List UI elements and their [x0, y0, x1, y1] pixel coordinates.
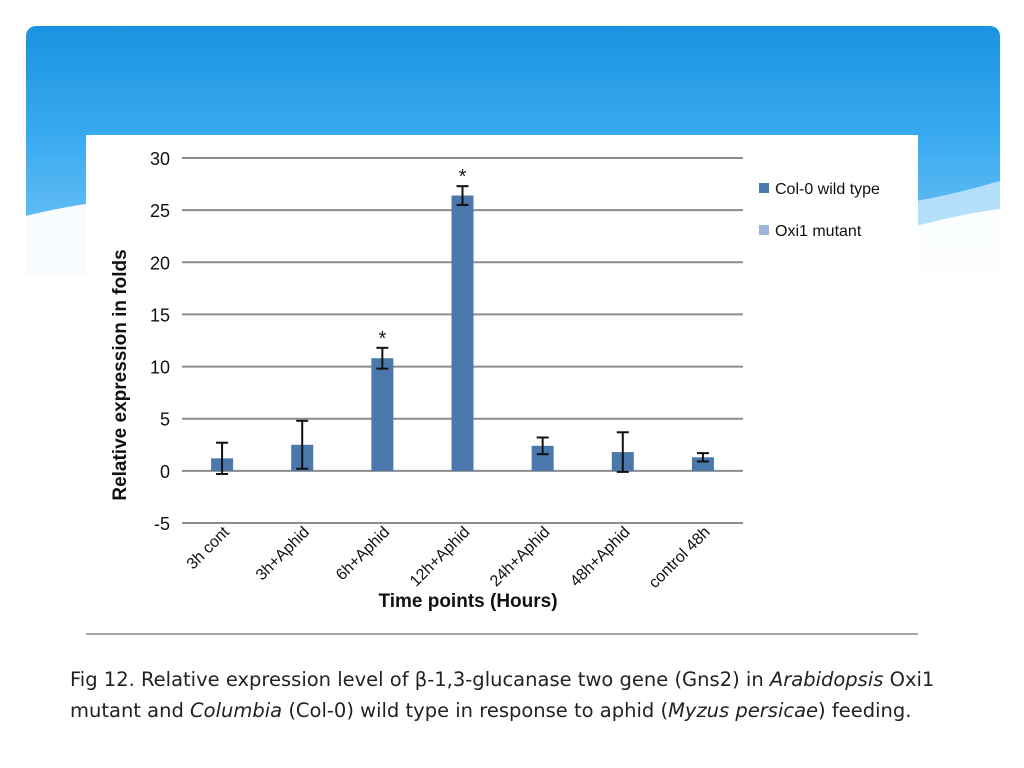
bar-3	[451, 195, 474, 471]
legend-label-1: Oxi1 mutant	[775, 223, 862, 240]
y-tick-labels: -5 0 5 10 15 20 25 30	[150, 149, 170, 534]
error-bars	[216, 185, 709, 475]
y-axis-label: Relative expression in folds	[110, 249, 131, 500]
error-bar-4	[536, 436, 549, 456]
x-tick-label: 6h+Aphid	[333, 524, 393, 584]
legend-swatch-1	[759, 225, 769, 235]
caption-text-2: Oxi1 mutant and	[70, 668, 935, 722]
caption-species-myzus: Myzus persicae	[668, 699, 819, 722]
significance-markers: **	[378, 166, 466, 350]
figure-caption: Fig 12. Relative expression level of β-1…	[70, 664, 1010, 726]
x-tick-label: 3h cont	[184, 523, 234, 573]
caption-species-arabidopsis: Arabidopsis	[769, 668, 884, 691]
x-axis-label: Time points (Hours)	[378, 591, 557, 612]
y-tick-label: 15	[150, 305, 170, 325]
y-tick-label: 30	[150, 149, 170, 169]
legend-swatch-0	[759, 183, 769, 193]
error-bar-5	[616, 431, 629, 473]
caption-text-3: (Col-0) wild type in response to aphid (	[282, 699, 669, 722]
error-bar-2	[376, 346, 389, 370]
bar-2	[371, 358, 394, 471]
y-tick-label: 25	[150, 201, 170, 221]
chart-divider-line	[86, 633, 918, 635]
x-tick-label: control 48h	[646, 524, 714, 592]
caption-text-4: ) feeding.	[818, 699, 912, 722]
x-tick-label: 3h+Aphid	[253, 524, 313, 584]
chart-panel: -5 0 5 10 15 20 25 30 * * 3h cont 3h+Aphid 6h+Aphi…	[86, 135, 918, 633]
bar-4	[531, 445, 554, 471]
significance-marker: *	[459, 166, 467, 188]
y-tick-label: 20	[150, 253, 170, 273]
y-tick-label: 0	[160, 462, 170, 482]
legend: Col-0 wild type Oxi1 mutant	[759, 181, 880, 240]
significance-marker: *	[378, 328, 386, 350]
error-bar-6	[696, 452, 709, 463]
x-tick-label: 24h+Aphid	[487, 524, 553, 590]
caption-text-1: Fig 12. Relative expression level of β-1…	[70, 668, 770, 691]
bars	[211, 195, 714, 471]
y-tick-label: -5	[154, 514, 170, 534]
error-bar-3	[456, 185, 469, 206]
x-tick-label: 48h+Aphid	[567, 524, 633, 590]
error-bar-1	[296, 419, 309, 470]
legend-label-0: Col-0 wild type	[775, 181, 880, 198]
x-tick-label: 12h+Aphid	[407, 524, 473, 590]
y-tick-label: 10	[150, 358, 170, 378]
y-tick-label: 5	[160, 410, 170, 430]
caption-species-columbia: Columbia	[190, 699, 283, 722]
x-tick-labels: 3h cont 3h+Aphid 6h+Aphid 12h+Aphid 24h+Aphi…	[184, 523, 714, 591]
error-bar-0	[216, 441, 229, 475]
